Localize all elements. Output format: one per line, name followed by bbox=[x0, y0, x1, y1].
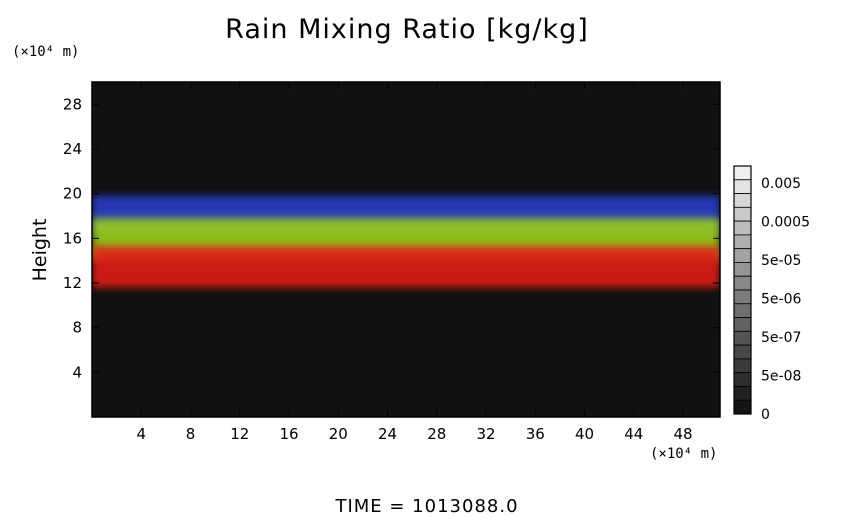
y-tick-label: 12 bbox=[63, 274, 82, 292]
y-tick-label: 4 bbox=[72, 363, 82, 381]
x-tick-label: 24 bbox=[378, 425, 397, 443]
colorbar-segment bbox=[733, 344, 752, 360]
x-tick-label: 44 bbox=[624, 425, 643, 443]
red-band bbox=[92, 246, 720, 288]
colorbar-label: 5e-07 bbox=[761, 330, 801, 346]
colorbar-segment bbox=[733, 179, 752, 194]
colorbar-segment bbox=[733, 220, 752, 236]
colorbar-segment bbox=[733, 386, 752, 401]
x-tick-label: 20 bbox=[329, 425, 348, 443]
colorbar-segment bbox=[733, 234, 752, 250]
y-tick-label: 20 bbox=[63, 185, 82, 203]
x-tick-label: 36 bbox=[526, 425, 545, 443]
x-tick-label: 12 bbox=[230, 425, 249, 443]
colorbar-label: 5e-05 bbox=[761, 253, 801, 269]
colorbar-segment bbox=[733, 193, 752, 208]
colorbar-segment bbox=[733, 317, 752, 332]
colorbar-label: 5e-06 bbox=[761, 292, 801, 308]
x-tick-label: 28 bbox=[427, 425, 446, 443]
chart-title: Rain Mixing Ratio [kg/kg] bbox=[225, 14, 589, 45]
time-footer: TIME = 1013088.0 bbox=[335, 496, 519, 517]
colorbar-label: 0.005 bbox=[761, 176, 801, 192]
colorbar-segment bbox=[733, 206, 752, 222]
x-tick-label: 16 bbox=[279, 425, 298, 443]
y-tick-label: 28 bbox=[63, 95, 82, 113]
x-tick-label: 4 bbox=[136, 425, 146, 443]
colorbar-segment bbox=[733, 262, 752, 277]
rain-field bbox=[92, 195, 720, 288]
y-tick-label: 16 bbox=[63, 229, 82, 247]
colorbar-segment bbox=[733, 372, 752, 387]
y-tick-label: 8 bbox=[72, 319, 82, 337]
plot-frame bbox=[91, 81, 721, 418]
colorbar-segment bbox=[733, 399, 752, 415]
colorbar-segment bbox=[733, 248, 752, 263]
colorbar-segment bbox=[733, 330, 752, 346]
colorbar-label: 5e-08 bbox=[761, 369, 801, 385]
y-tick-label: 24 bbox=[63, 140, 82, 158]
colorbar-segment bbox=[733, 289, 752, 305]
x-tick-label: 32 bbox=[476, 425, 495, 443]
colorbar-segment bbox=[733, 303, 752, 318]
x-tick-label: 8 bbox=[186, 425, 196, 443]
colorbar-segment bbox=[733, 275, 752, 291]
x-tick-label: 48 bbox=[674, 425, 693, 443]
colorbar-segment bbox=[733, 165, 752, 181]
y-unit-label: (×10⁴ m) bbox=[12, 44, 80, 60]
colorbar-label: 0 bbox=[761, 407, 770, 423]
colorbar-label: 0.0005 bbox=[761, 215, 810, 231]
x-unit-label: (×10⁴ m) bbox=[650, 446, 718, 462]
x-tick-label: 40 bbox=[575, 425, 594, 443]
colorbar-frame bbox=[733, 165, 752, 415]
colorbar-segment bbox=[733, 358, 752, 374]
